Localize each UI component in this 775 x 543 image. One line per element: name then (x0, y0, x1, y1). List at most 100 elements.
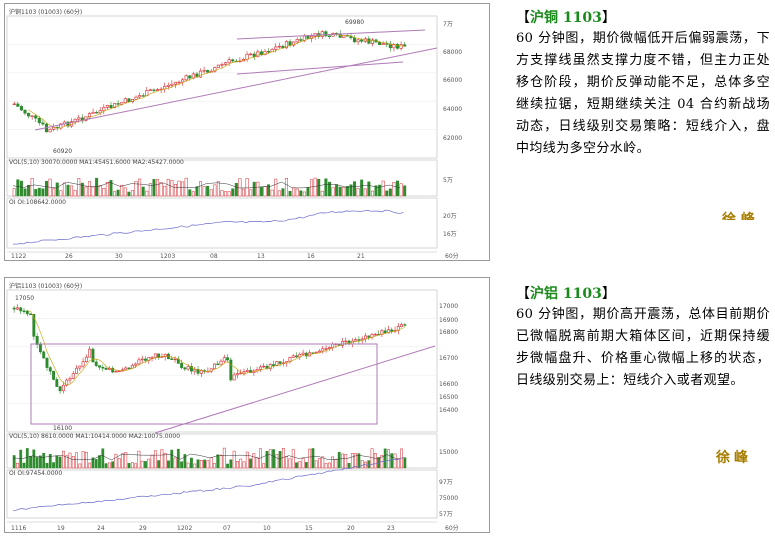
candle (206, 70, 210, 73)
copper-price-tick: 68000 (443, 49, 462, 56)
aluminum-price-tick: 16900 (439, 317, 458, 324)
volume-bar (367, 181, 371, 197)
candle (163, 353, 167, 357)
volume-bar (203, 459, 206, 469)
volume-bar (288, 458, 292, 469)
volume-bar (304, 462, 308, 469)
volume-bar (331, 187, 335, 197)
volume-bar (227, 191, 231, 197)
copper-x-tick: 08 (210, 253, 218, 260)
candle (364, 335, 367, 340)
aluminum-oi-tick: 75000 (439, 495, 458, 502)
candle (262, 365, 266, 368)
candle (104, 367, 108, 370)
volume-bar (249, 189, 253, 197)
candle (373, 333, 377, 336)
copper-chart-header: 沪铜1103 (01003) (60分) (9, 8, 82, 16)
copper-x-tick: 30 (115, 253, 123, 260)
candle (188, 75, 192, 79)
volume-bar (173, 183, 177, 197)
candle (148, 89, 152, 91)
aluminum-chart-svg: 沪铝1103 (01003) (60分) 17050 16100 17000 1… (6, 282, 459, 532)
candle (114, 370, 118, 373)
volume-bar (349, 184, 353, 197)
volume-bar (170, 180, 174, 197)
candle (258, 366, 262, 370)
aluminum-signature: 徐峰 (716, 450, 752, 466)
volume-bar (196, 459, 200, 469)
volume-bar (367, 460, 371, 469)
copper-vol-tick: 5万 (443, 177, 453, 184)
volume-bar (177, 180, 181, 197)
volume-bar (84, 186, 88, 197)
aluminum-max-label: 17050 (15, 295, 34, 302)
volume-bar (311, 448, 315, 469)
volume-bar (134, 463, 138, 469)
volume-bar (396, 458, 400, 469)
candle (352, 37, 357, 43)
candle (65, 379, 69, 386)
aluminum-x-tick: 10 (263, 525, 271, 532)
copper-commentary: 【沪铜 1103】 60 分钟图，期价微幅低开后偏弱震荡，下方支撑线虽然支撑力度… (516, 8, 770, 160)
aluminum-body: 60 分钟图，期价高开震荡，总体目前期价已微幅脱离前期大箱体区间，近期保持缓步微… (516, 307, 770, 388)
volume-bar (222, 447, 226, 469)
volume-bar (327, 462, 331, 469)
copper-title-text: 沪铜 1103 (530, 10, 602, 26)
candle (385, 43, 389, 45)
volume-bar (68, 452, 72, 469)
volume-bar (335, 184, 339, 197)
volume-bar (23, 188, 27, 197)
aluminum-vol-tick: 15000 (439, 449, 458, 456)
volume-bar (48, 454, 52, 469)
candle (87, 113, 92, 118)
copper-min-label: 60920 (53, 148, 72, 155)
volume-bar (170, 449, 174, 469)
candle (140, 358, 144, 361)
candle (288, 41, 292, 46)
aluminum-x-tick: 19 (57, 525, 65, 532)
candle (78, 365, 82, 369)
volume-bar (137, 450, 141, 469)
volume-bar (87, 181, 91, 197)
volume-bar (341, 453, 344, 469)
volume-bar (320, 190, 324, 197)
aluminum-oi-tick: 57万 (439, 511, 453, 518)
volume-bar (16, 462, 19, 469)
volume-bar (231, 188, 235, 197)
volume-bar (148, 183, 152, 197)
candle (137, 359, 141, 365)
candle (84, 356, 88, 362)
candle (166, 85, 170, 87)
volume-bar (113, 191, 117, 197)
candle (342, 35, 346, 38)
volume-bar (213, 184, 217, 197)
candle (124, 367, 128, 371)
volume-bar (141, 186, 145, 197)
volume-bar (55, 455, 59, 469)
candle (318, 350, 321, 353)
volume-bar (152, 179, 156, 197)
volume-bar (159, 182, 163, 197)
candle (360, 39, 364, 42)
aluminum-corner-label: 60分 (445, 524, 459, 532)
candle (117, 370, 121, 373)
volume-bar (403, 457, 407, 469)
volume-bar (70, 185, 74, 197)
volume-bar (354, 453, 358, 469)
candle (98, 365, 101, 368)
candle (94, 361, 98, 366)
volume-bar (263, 186, 267, 197)
candle (186, 366, 190, 370)
copper-x-tick: 13 (257, 253, 265, 260)
candle (367, 335, 371, 338)
volume-bar (252, 453, 256, 469)
volume-bar (127, 191, 131, 197)
volume-bar (265, 451, 269, 469)
volume-bar (34, 189, 38, 197)
volume-bar (278, 451, 282, 469)
candle (324, 348, 328, 350)
volume-bar (292, 187, 296, 197)
volume-bar (121, 453, 124, 469)
aluminum-x-tick: 15 (305, 525, 313, 532)
volume-bar (25, 448, 29, 469)
